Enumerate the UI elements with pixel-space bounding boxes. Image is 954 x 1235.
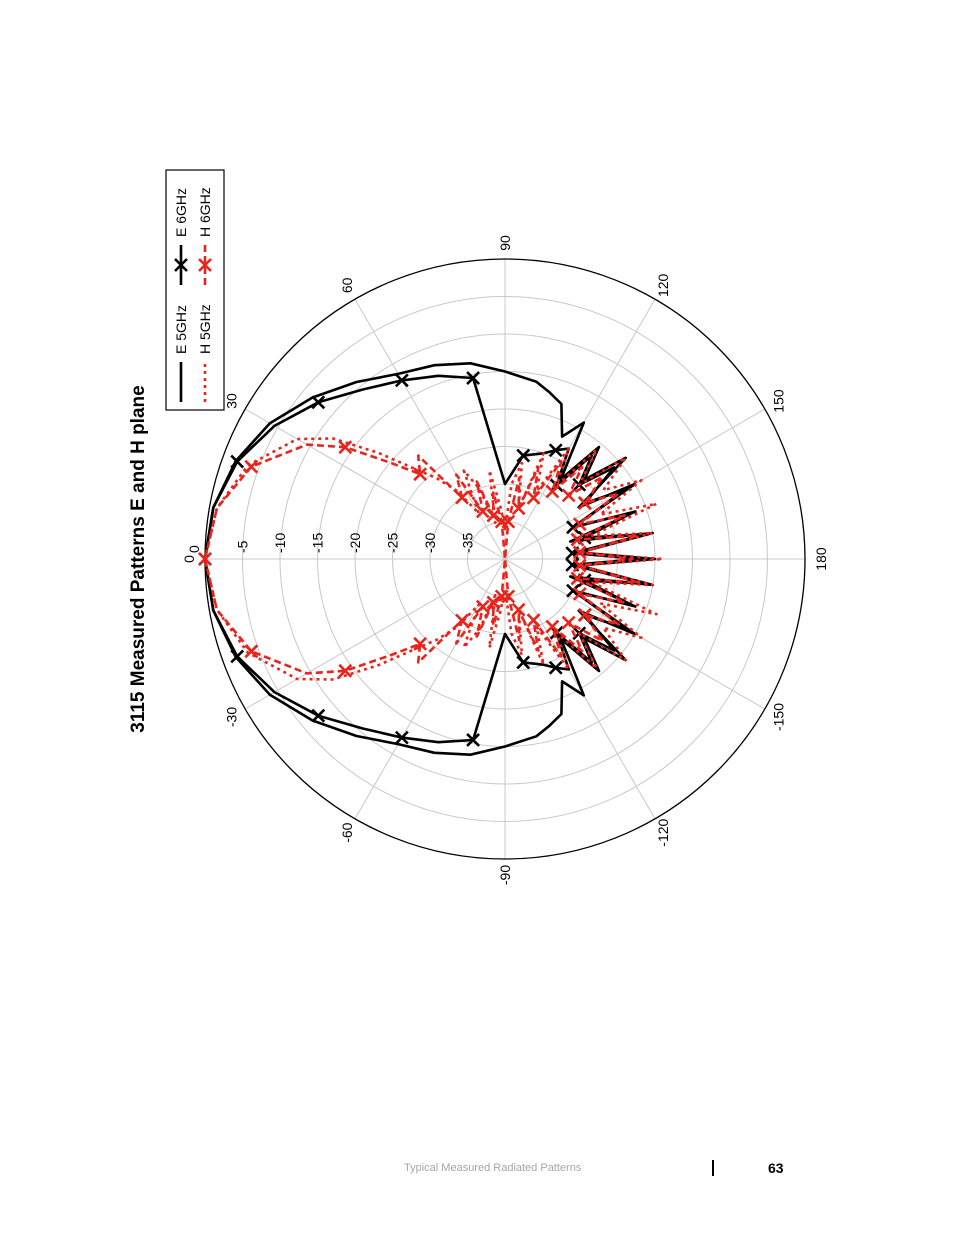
legend-marker-h-6ghz	[198, 258, 212, 272]
series-h-6ghz-marker	[198, 552, 212, 566]
series-h-6ghz-marker	[545, 619, 560, 634]
angle-tick-label: 0	[181, 555, 197, 563]
series-h-6ghz-marker	[526, 613, 541, 628]
series-e-6ghz-marker	[466, 733, 481, 747]
grid-spoke-2	[354, 298, 506, 560]
series-e-6ghz-marker	[516, 655, 531, 670]
series-h-6ghz-marker	[526, 490, 541, 505]
grid-spoke-1	[244, 408, 506, 560]
angle-tick-label: 180	[813, 547, 829, 571]
radial-tick-label: -20	[347, 533, 363, 553]
series-h-6ghz-marker	[244, 459, 259, 474]
radial-tick-label: -10	[272, 533, 288, 553]
series-h-6ghz-marker	[572, 517, 587, 532]
legend-label-h-5ghz: H 5GHz	[197, 304, 213, 354]
grid-spoke-10	[354, 558, 506, 820]
series-h-6ghz-marker	[486, 595, 501, 610]
series-h-6ghz-marker	[572, 586, 587, 601]
page-number: 63	[768, 1160, 784, 1176]
series-e-6ghz-marker	[311, 708, 326, 723]
angle-tick-label: 120	[655, 273, 671, 297]
series-h-6ghz-marker	[572, 545, 587, 560]
series-h-6ghz-marker	[413, 636, 428, 651]
series-h-6ghz-marker	[244, 644, 259, 659]
series-e-6ghz-marker	[548, 660, 563, 675]
series-e-5ghz-line	[203, 361, 657, 756]
series-e-6ghz-marker	[548, 443, 563, 458]
footer-section-title: Typical Measured Radiated Patterns	[404, 1162, 582, 1174]
series-h-6ghz-marker	[494, 589, 509, 604]
legend-label-e-5ghz: E 5GHz	[173, 305, 189, 354]
series-h-6ghz-marker	[501, 514, 516, 529]
angle-tick-label: 90	[497, 235, 513, 251]
radial-tick-label: -5	[235, 540, 251, 553]
series-e-6ghz-marker	[394, 730, 409, 745]
series-h-6ghz-marker	[545, 484, 560, 499]
radial-tick-label: -15	[310, 533, 326, 553]
series-h-6ghz-marker	[577, 608, 592, 622]
series-e-6ghz-marker	[311, 395, 326, 410]
legend-box	[165, 169, 225, 411]
angle-tick-label: -120	[655, 818, 671, 846]
series-e-6ghz-marker	[566, 520, 580, 535]
series-h-6ghz-marker	[511, 501, 526, 516]
series-h-6ghz-marker	[475, 599, 490, 614]
series-e-6ghz-marker	[394, 373, 409, 388]
radial-tick-label: -30	[422, 533, 438, 553]
series-e-6ghz-marker	[549, 478, 564, 493]
angle-tick-label: -90	[497, 865, 513, 885]
series-h-6ghz-marker	[577, 496, 592, 510]
series-h-6ghz-marker	[511, 602, 526, 617]
series-h-6ghz-marker	[561, 488, 576, 503]
legend-item-h-6ghz: H 6GHz	[197, 187, 213, 285]
series-e-6ghz-line	[203, 374, 647, 744]
radial-tick-label: 0	[186, 545, 202, 553]
series-h-6ghz-marker	[455, 490, 469, 505]
series-h-6ghz-marker	[570, 532, 585, 547]
grid-spoke-11	[244, 558, 506, 710]
footer-divider	[712, 1160, 714, 1176]
legend-item-e-5ghz: E 5GHz	[173, 305, 189, 402]
series-e-6ghz-marker	[516, 448, 531, 463]
angle-tick-label: 60	[339, 277, 355, 293]
series-h-6ghz-line	[203, 443, 640, 675]
series-layer	[198, 361, 664, 756]
series-h-6ghz-marker	[570, 571, 585, 586]
legend-item-h-5ghz: H 5GHz	[197, 304, 213, 402]
radial-tick-label: -25	[385, 533, 401, 553]
legend-marker-e-6ghz	[174, 258, 188, 272]
series-h-6ghz-marker	[572, 558, 587, 573]
axis-labels: 0 30 60 90 120 150 180 -150 -120 -90 -60 -30 0 -5 -10 -…	[181, 235, 829, 885]
series-h-6ghz-marker	[475, 504, 490, 519]
series-h-6ghz-marker	[561, 615, 576, 630]
series-e-6ghz-marker	[566, 583, 580, 598]
legend-label-h-6ghz: H 6GHz	[197, 187, 213, 237]
angle-tick-label: -60	[339, 822, 355, 842]
angle-tick-label: 30	[223, 393, 239, 409]
legend-label-e-6ghz: E 6GHz	[173, 188, 189, 237]
series-e-6ghz-marker	[466, 371, 481, 385]
polar-grid	[204, 258, 806, 860]
series-h-6ghz-marker	[338, 440, 353, 455]
legend-item-e-6ghz: E 6GHz	[173, 188, 189, 285]
angle-tick-label: -150	[771, 703, 787, 731]
series-h-6ghz-marker	[413, 467, 428, 482]
angle-tick-label: 150	[771, 389, 787, 413]
radial-tick-label: -35	[460, 533, 476, 553]
series-h-6ghz-marker	[486, 508, 501, 523]
chart-title: 3115 Measured Patterns E and H plane	[128, 385, 149, 732]
angle-tick-label: -30	[223, 707, 239, 727]
series-h-6ghz-marker	[338, 663, 353, 678]
legend: E 5GHz E 6GHz H 5GHz H 6GHz	[165, 169, 225, 411]
series-e-6ghz-marker	[230, 454, 245, 469]
series-h-6ghz-marker	[455, 613, 469, 628]
series-e-6ghz-marker	[230, 649, 245, 664]
